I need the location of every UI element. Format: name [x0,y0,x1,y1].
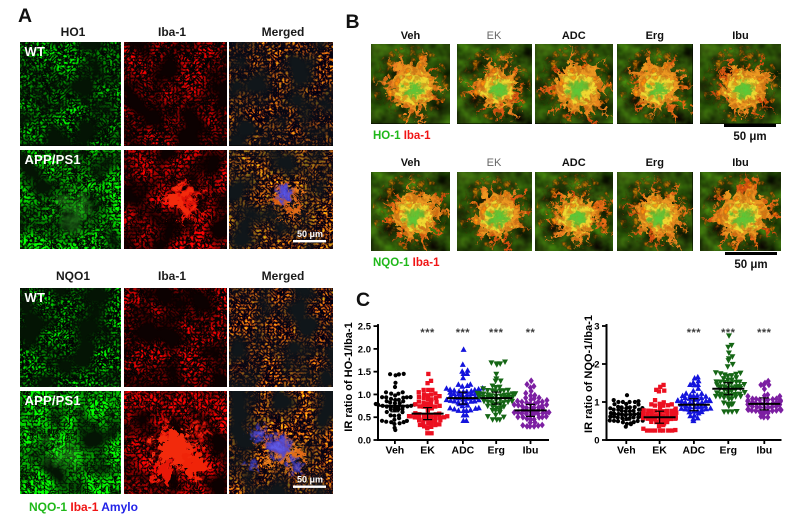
svg-text:IR ratio of HO-1/Iba-1: IR ratio of HO-1/Iba-1 [343,322,355,431]
svg-text:Ibu: Ibu [523,445,539,457]
svg-text:Veh: Veh [386,445,405,457]
svg-text:1.0: 1.0 [358,390,371,401]
svg-text:***: *** [687,327,702,339]
svg-text:50 μm: 50 μm [296,229,322,239]
svg-text:2: 2 [594,359,599,370]
svg-text:Erg: Erg [487,445,505,457]
svg-text:0.5: 0.5 [358,413,372,424]
svg-text:***: *** [757,327,772,339]
svg-text:Veh: Veh [617,445,636,457]
svg-text:**: ** [526,327,536,339]
svg-text:2.5: 2.5 [358,322,372,333]
svg-text:Erg: Erg [720,445,738,457]
svg-text:EK: EK [420,445,435,457]
svg-text:0.0: 0.0 [358,435,371,446]
svg-text:***: *** [456,327,471,339]
svg-text:1.5: 1.5 [358,367,372,378]
svg-text:50 μm: 50 μm [296,474,322,484]
svg-text:***: *** [489,327,504,339]
svg-text:IR ratio of NQO-1/Iba-1: IR ratio of NQO-1/Iba-1 [583,315,595,433]
svg-text:Ibu: Ibu [756,445,772,457]
svg-text:2.0: 2.0 [358,344,371,355]
svg-text:3: 3 [594,321,599,332]
svg-text:ADC: ADC [683,445,706,457]
svg-text:1: 1 [594,397,600,408]
svg-text:***: *** [721,327,736,339]
svg-text:EK: EK [652,445,667,457]
svg-text:0: 0 [594,435,599,446]
svg-text:ADC: ADC [452,445,475,457]
svg-text:***: *** [420,327,435,339]
